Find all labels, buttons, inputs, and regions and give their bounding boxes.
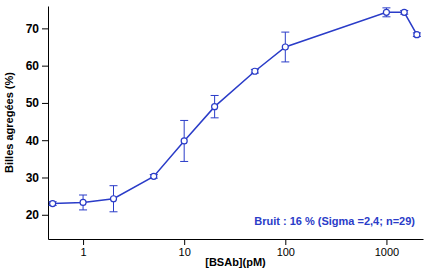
error-bar-cap (281, 61, 289, 62)
error-bar-cap (79, 209, 87, 210)
error-bar-cap (211, 117, 219, 118)
x-tick: 100 (277, 239, 295, 258)
x-tick: 10 (179, 239, 191, 258)
error-bar-cap (382, 16, 390, 17)
error-bar (281, 32, 289, 62)
error-bar (110, 186, 118, 212)
x-tick-label: 1000 (375, 246, 399, 258)
error-bar (382, 8, 390, 17)
error-bar-cap (382, 7, 390, 8)
x-tick-label: 1 (81, 246, 87, 258)
error-bar-cap (180, 161, 188, 162)
error-bar (211, 95, 219, 117)
y-tick-label: 70 (26, 22, 40, 36)
y-tick-label: 60 (26, 59, 40, 73)
error-bar-cap (211, 95, 219, 96)
error-bar-cap (110, 185, 118, 186)
error-bar (180, 120, 188, 161)
error-bar-cap (79, 195, 87, 196)
y-tick-label: 40 (26, 134, 40, 148)
y-axis-title: Billes agregées (%) (3, 72, 15, 173)
y-tick-label: 50 (26, 96, 40, 110)
error-bar-cap (180, 120, 188, 121)
y-tick: 70 (26, 22, 48, 36)
y-tick: 30 (26, 171, 48, 185)
x-axis-line (49, 239, 424, 240)
data-point (50, 201, 56, 207)
annotation: Bruit : 16 % (Sigma =2,4; n=29) (254, 215, 415, 227)
y-tick: 50 (26, 96, 48, 110)
x-tick-label: 100 (277, 246, 295, 258)
y-axis: 20 30 40 50 60 70 (26, 7, 49, 240)
chart: 20 30 40 50 60 70 1 10 100 1000 [BSAb](pM) Billes a… (0, 0, 433, 269)
data-point (282, 44, 288, 50)
data-point (151, 173, 157, 179)
x-axis: 1 10 100 1000 (49, 239, 424, 258)
data-line (53, 12, 417, 203)
data-point (414, 32, 420, 38)
y-tick: 60 (26, 59, 48, 73)
x-tick-label: 10 (179, 246, 191, 258)
y-axis-line (48, 7, 49, 240)
data-point (252, 68, 258, 74)
x-tick: 1 (81, 239, 87, 258)
y-tick-label: 30 (26, 171, 40, 185)
y-tick-label: 20 (26, 208, 40, 222)
x-axis-title: [BSAb](pM) (205, 256, 266, 268)
error-bar-cap (281, 32, 289, 33)
x-tick-mark (386, 239, 387, 245)
data-point (181, 138, 187, 144)
x-tick-mark (285, 239, 286, 245)
y-tick-mark (42, 140, 48, 141)
error-bar-cap (110, 211, 118, 212)
x-tick-mark (184, 239, 185, 245)
x-tick: 1000 (375, 239, 399, 258)
y-tick-mark (42, 66, 48, 67)
data-point (383, 9, 389, 15)
data-point (111, 196, 117, 202)
data-point (401, 9, 407, 15)
y-tick-mark (42, 103, 48, 104)
plot-area (49, 8, 421, 212)
y-tick-mark (42, 177, 48, 178)
y-tick-mark (42, 215, 48, 216)
y-tick: 40 (26, 134, 48, 148)
error-bar (79, 195, 87, 210)
y-tick-mark (42, 28, 48, 29)
y-tick: 20 (26, 208, 48, 222)
data-point (212, 104, 218, 110)
x-tick-mark (83, 239, 84, 245)
data-point (80, 199, 86, 205)
